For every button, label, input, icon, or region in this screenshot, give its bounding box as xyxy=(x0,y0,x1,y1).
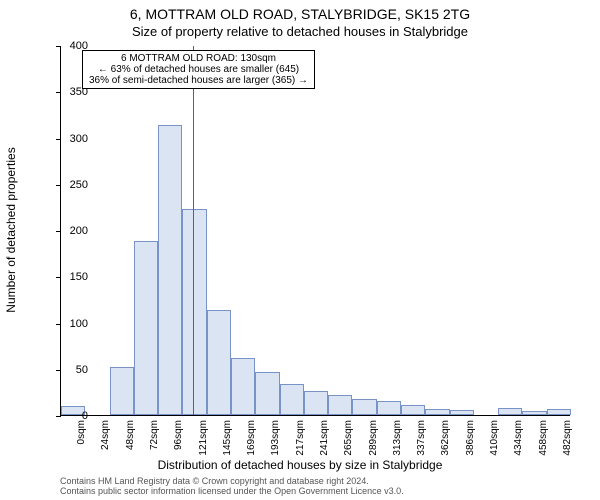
chart-title-address: 6, MOTTRAM OLD ROAD, STALYBRIDGE, SK15 2… xyxy=(0,6,600,22)
x-tick-label: 313sqm xyxy=(392,420,403,456)
x-axis-label: Distribution of detached houses by size … xyxy=(0,458,600,472)
x-tick-label: 145sqm xyxy=(222,420,233,456)
x-tick-label: 410sqm xyxy=(489,420,500,456)
x-tick-label: 24sqm xyxy=(100,420,111,450)
x-tick-label: 217sqm xyxy=(295,420,306,456)
x-tick-label: 289sqm xyxy=(368,420,379,456)
x-tick-label: 48sqm xyxy=(125,420,136,450)
histogram-bar xyxy=(231,358,255,415)
y-tick-label: 150 xyxy=(48,271,88,283)
histogram-bar xyxy=(352,399,376,415)
x-tick-label: 72sqm xyxy=(149,420,160,450)
x-tick-label: 386sqm xyxy=(465,420,476,456)
x-tick-label: 241sqm xyxy=(319,420,330,456)
x-tick-label: 337sqm xyxy=(416,420,427,456)
histogram-bar xyxy=(547,409,571,415)
histogram-bar xyxy=(134,241,158,415)
y-tick-label: 100 xyxy=(48,318,88,330)
x-tick-label: 362sqm xyxy=(440,420,451,456)
histogram-bar xyxy=(110,367,134,415)
y-tick-label: 200 xyxy=(48,225,88,237)
histogram-bar xyxy=(207,310,231,415)
reference-line xyxy=(193,46,194,415)
histogram-bar xyxy=(280,384,304,415)
x-tick-label: 482sqm xyxy=(562,420,573,456)
annotation-callout: 6 MOTTRAM OLD ROAD: 130sqm ← 63% of deta… xyxy=(82,50,315,89)
y-tick-label: 300 xyxy=(48,133,88,145)
histogram-bar xyxy=(450,410,474,415)
x-tick-label: 434sqm xyxy=(513,420,524,456)
x-tick-label: 458sqm xyxy=(538,420,549,456)
x-tick-label: 96sqm xyxy=(173,420,184,450)
bars-container xyxy=(61,46,570,415)
y-axis-label: Number of detached properties xyxy=(4,147,18,312)
plot-area xyxy=(60,46,570,416)
y-tick-label: 250 xyxy=(48,179,88,191)
histogram-bar xyxy=(498,408,522,415)
histogram-bar xyxy=(522,411,546,415)
footer-line-1: Contains HM Land Registry data © Crown c… xyxy=(60,476,404,486)
x-tick-label: 169sqm xyxy=(246,420,257,456)
footer-line-2: Contains public sector information licen… xyxy=(60,486,404,496)
y-tick-label: 50 xyxy=(48,364,88,376)
histogram-bar xyxy=(304,391,328,415)
histogram-bar xyxy=(158,125,182,415)
attribution-footer: Contains HM Land Registry data © Crown c… xyxy=(60,476,404,497)
histogram-bar xyxy=(255,372,279,415)
histogram-bar xyxy=(182,209,206,415)
annotation-line-1: 6 MOTTRAM OLD ROAD: 130sqm xyxy=(89,53,308,64)
x-tick-label: 193sqm xyxy=(270,420,281,456)
histogram-bar xyxy=(425,409,449,415)
annotation-line-2: ← 63% of detached houses are smaller (64… xyxy=(89,64,308,75)
chart-subtitle: Size of property relative to detached ho… xyxy=(0,24,600,39)
x-tick-label: 265sqm xyxy=(343,420,354,456)
histogram-bar xyxy=(328,395,352,415)
histogram-bar xyxy=(377,401,401,415)
histogram-bar xyxy=(401,405,425,415)
annotation-line-3: 36% of semi-detached houses are larger (… xyxy=(89,75,308,86)
x-tick-label: 0sqm xyxy=(76,420,87,444)
x-tick-label: 121sqm xyxy=(198,420,209,456)
